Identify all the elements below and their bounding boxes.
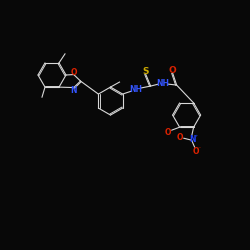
Text: NH: NH (156, 78, 169, 88)
Text: O: O (176, 133, 183, 142)
Text: O: O (164, 128, 171, 137)
Text: ⁻: ⁻ (198, 148, 201, 153)
Text: NH: NH (129, 84, 142, 94)
Text: O: O (169, 66, 176, 74)
Text: O: O (70, 68, 77, 76)
Text: ⁺: ⁺ (195, 135, 198, 140)
Text: S: S (142, 66, 149, 76)
Text: N: N (189, 135, 196, 144)
Text: O: O (192, 147, 199, 156)
Text: N: N (70, 86, 77, 94)
